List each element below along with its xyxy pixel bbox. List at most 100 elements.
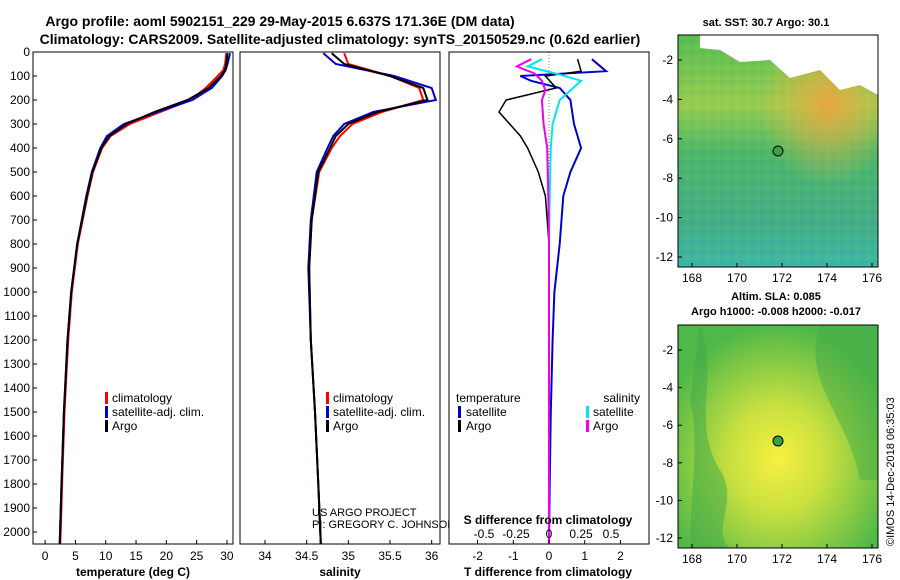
difference-legend: temperature satellite Argo salinity sate… xyxy=(456,391,640,433)
depth-tick-label: 1200 xyxy=(3,333,30,347)
sst-map-title: sat. SST: 30.7 Argo: 30.1 xyxy=(703,17,830,29)
legend-argo-swatch xyxy=(105,420,108,432)
map-y-tick-label: -8 xyxy=(662,456,673,470)
x-tick-label: -1 xyxy=(508,549,519,563)
depth-tick-label: 1300 xyxy=(3,357,30,371)
depth-tick-label: 300 xyxy=(10,117,30,131)
series-line-temperature-satellite xyxy=(519,58,609,545)
legend-argo-label: Argo xyxy=(333,419,359,433)
depth-tick-label: 200 xyxy=(10,93,30,107)
salinity-xlabel: salinity xyxy=(319,565,361,579)
difference-panel: -2 -1 0 1 2 S difference from climatology -0… xyxy=(448,51,650,579)
legend-s-satellite-swatch xyxy=(586,406,589,418)
x-tick-label: 0 xyxy=(546,549,553,563)
depth-tick-label: 1500 xyxy=(3,405,30,419)
sla-map-frame xyxy=(677,324,879,549)
legend-climatology-label: climatology xyxy=(112,391,172,405)
sla-low-band xyxy=(815,325,878,480)
salinity-legend: climatology satellite-adj. clim. Argo xyxy=(326,391,425,433)
legend-satellite-swatch xyxy=(326,406,329,418)
x-tick-label: 1 xyxy=(581,549,588,563)
legend-t-satellite-swatch xyxy=(458,406,461,418)
depth-tick-label: 500 xyxy=(10,165,30,179)
map-y-tick-label: -10 xyxy=(656,211,674,225)
s-tick-label: 0.5 xyxy=(603,527,620,541)
map-y-tick-label: -2 xyxy=(662,53,673,67)
t-difference-xlabel: T difference from climatology xyxy=(464,565,632,579)
legend-salinity-title: salinity xyxy=(603,391,640,405)
temperature-panel: 0100200300400500600700800900100011001200… xyxy=(3,45,234,579)
sla-map-title1: Altim. SLA: 0.085 xyxy=(731,291,821,303)
s-tick-label: -0.25 xyxy=(502,527,530,541)
depth-tick-label: 600 xyxy=(10,189,30,203)
legend-argo-swatch xyxy=(326,420,329,432)
depth-tick-label: 1800 xyxy=(3,477,30,491)
depth-tick-label: 1900 xyxy=(3,501,30,515)
map-x-tick-label: 176 xyxy=(862,552,882,566)
salinity-panel: 34 34.5 35 35.5 36 salinity climatology sate… xyxy=(239,51,455,579)
legend-s-satellite-label: satellite xyxy=(593,405,634,419)
depth-tick-label: 1700 xyxy=(3,453,30,467)
depth-tick-label: 2000 xyxy=(3,525,30,539)
map-y-tick-label: -2 xyxy=(662,343,673,357)
depth-tick-label: 400 xyxy=(10,141,30,155)
x-tick-label: 2 xyxy=(617,549,624,563)
map-x-tick-label: 172 xyxy=(772,552,792,566)
map-x-tick-label: 170 xyxy=(727,271,747,285)
legend-temperature-title: temperature xyxy=(456,391,521,405)
x-tick-label: 15 xyxy=(129,549,143,563)
sla-map-title2: Argo h1000: -0.008 h2000: -0.017 xyxy=(691,306,861,318)
x-tick-label: 0 xyxy=(42,549,49,563)
legend-climatology-label: climatology xyxy=(333,391,393,405)
series-line-salinity-argo xyxy=(514,58,550,544)
x-tick-label: 25 xyxy=(190,549,204,563)
series-line-argo xyxy=(308,52,429,545)
legend-s-argo-swatch xyxy=(586,420,589,432)
map-y-tick-label: -6 xyxy=(662,132,673,146)
series-line-argo xyxy=(58,53,229,545)
map-x-tick-label: 176 xyxy=(862,271,882,285)
temperature-legend: climatology satellite-adj. clim. Argo xyxy=(105,391,204,433)
depth-tick-label: 1600 xyxy=(3,429,30,443)
x-tick-label: 34.5 xyxy=(295,549,319,563)
s-tick-label: 0 xyxy=(546,527,553,541)
depth-tick-label: 1100 xyxy=(4,309,30,323)
map-y-tick-label: -12 xyxy=(656,531,674,545)
temperature-plot-frame xyxy=(32,51,234,545)
depth-tick-label: 1000 xyxy=(3,285,30,299)
map-x-tick-label: 170 xyxy=(727,552,747,566)
x-tick-label: 10 xyxy=(99,549,113,563)
x-tick-label: -2 xyxy=(472,549,483,563)
s-tick-label: -0.5 xyxy=(474,527,495,541)
legend-argo-label: Argo xyxy=(112,419,138,433)
header-line2: Climatology: CARS2009. Satellite-adjuste… xyxy=(40,31,641,47)
depth-tick-label: 800 xyxy=(10,237,30,251)
salinity-plot-frame xyxy=(239,51,441,545)
x-tick-label: 30 xyxy=(220,549,234,563)
s-tick-label: 0.25 xyxy=(569,527,593,541)
credit-project: US ARGO PROJECT xyxy=(312,507,417,519)
map-y-tick-label: -8 xyxy=(662,171,673,185)
s-difference-label: S difference from climatology xyxy=(464,513,633,527)
temperature-xlabel: temperature (deg C) xyxy=(76,565,190,579)
sla-low-band xyxy=(690,325,730,548)
map-x-tick-label: 172 xyxy=(772,271,792,285)
depth-tick-label: 0 xyxy=(23,45,30,59)
sla-map: Altim. SLA: 0.085 Argo h1000: -0.008 h20… xyxy=(656,291,883,566)
x-tick-label: 5 xyxy=(72,549,79,563)
legend-satellite-label: satellite-adj. clim. xyxy=(112,405,204,419)
map-x-tick-label: 168 xyxy=(682,271,702,285)
legend-satellite-swatch xyxy=(105,406,108,418)
map-y-tick-label: -10 xyxy=(656,493,674,507)
legend-t-argo-label: Argo xyxy=(466,419,492,433)
sst-map: sat. SST: 30.7 Argo: 30.1 xyxy=(656,17,883,285)
imos-stamp: ©IMOS 14-Dec-2018 06:35:03 xyxy=(885,397,897,546)
legend-satellite-label: satellite-adj. clim. xyxy=(333,405,425,419)
x-tick-label: 35.5 xyxy=(378,549,402,563)
s-difference-ticks: -0.5 -0.25 0 0.25 0.5 xyxy=(474,527,620,541)
legend-t-argo-swatch xyxy=(458,420,461,432)
map-y-tick-label: -6 xyxy=(662,418,673,432)
legend-t-satellite-label: satellite xyxy=(466,405,507,419)
x-tick-label: 36 xyxy=(425,549,439,563)
